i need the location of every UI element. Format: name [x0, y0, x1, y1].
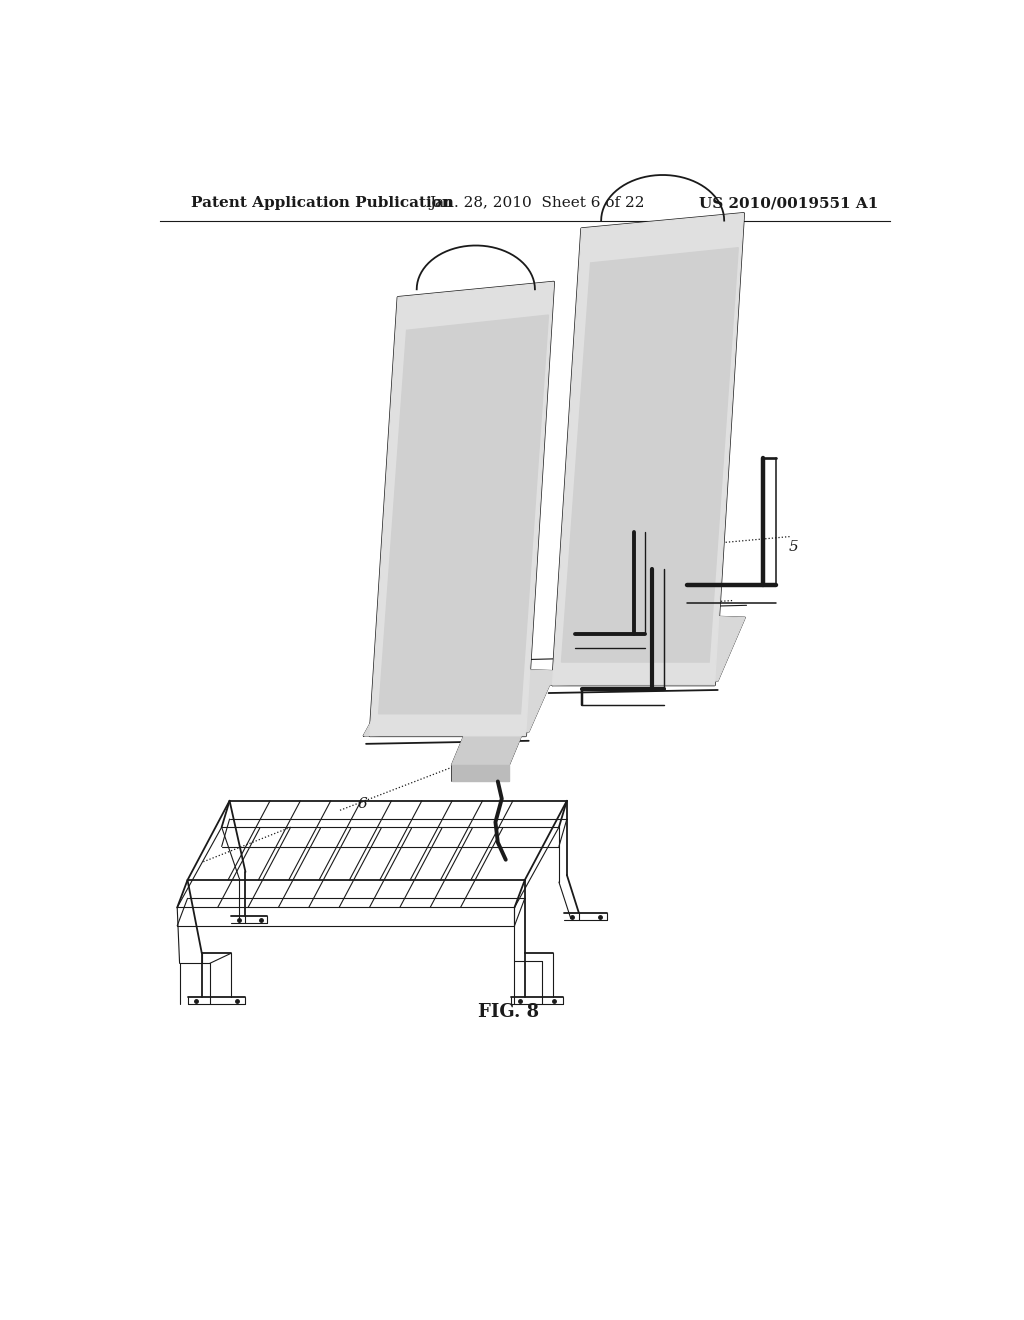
Text: 3: 3 — [653, 624, 663, 638]
Text: 1: 1 — [457, 360, 466, 374]
Text: 4: 4 — [630, 586, 639, 601]
Text: 2: 2 — [495, 611, 504, 624]
Polygon shape — [452, 735, 521, 766]
Text: Jan. 28, 2010  Sheet 6 of 22: Jan. 28, 2010 Sheet 6 of 22 — [430, 197, 645, 210]
Polygon shape — [364, 665, 555, 735]
Polygon shape — [452, 766, 509, 781]
Polygon shape — [561, 248, 738, 663]
Text: US 2010/0019551 A1: US 2010/0019551 A1 — [699, 197, 879, 210]
Text: 5: 5 — [788, 540, 798, 553]
Text: Patent Application Publication: Patent Application Publication — [191, 197, 454, 210]
Polygon shape — [546, 612, 744, 685]
Text: 6: 6 — [357, 797, 367, 810]
Polygon shape — [379, 315, 549, 714]
Text: 1: 1 — [595, 421, 605, 434]
Polygon shape — [370, 282, 554, 735]
Text: FIG. 8: FIG. 8 — [478, 1003, 540, 1022]
Polygon shape — [553, 214, 743, 685]
